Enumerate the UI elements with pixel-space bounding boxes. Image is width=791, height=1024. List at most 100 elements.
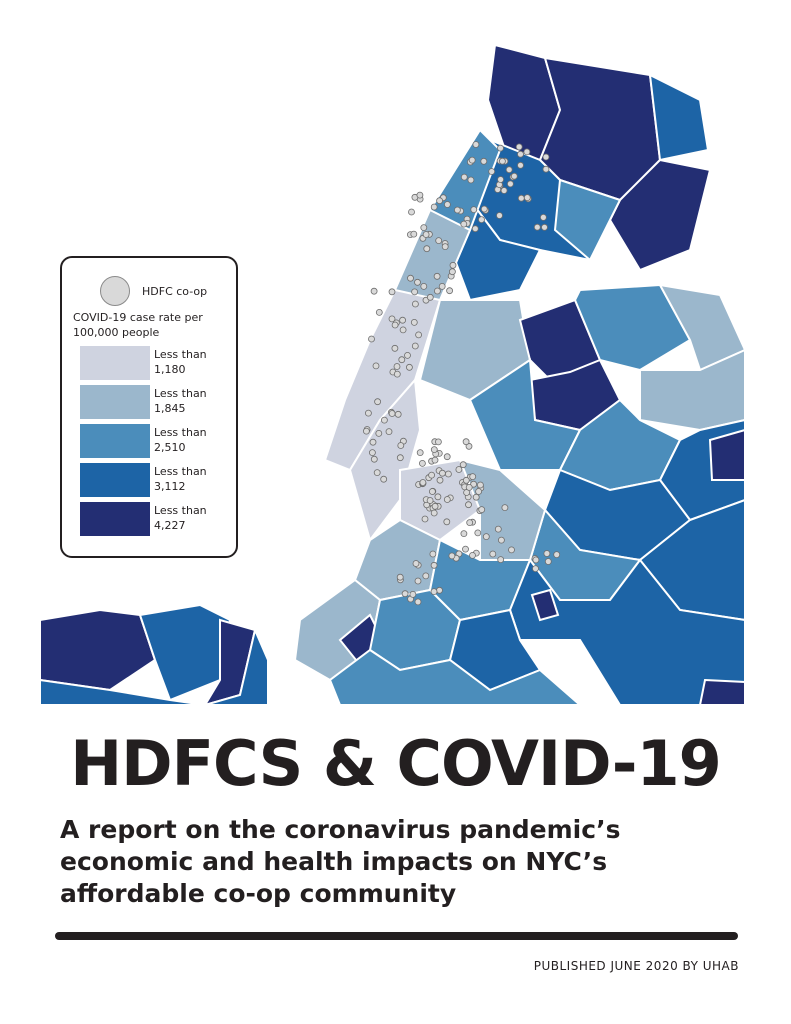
coop-dot [393, 370, 401, 378]
legend-swatch [80, 502, 150, 536]
coop-dot [468, 156, 476, 164]
legend-swatch [80, 385, 150, 419]
coop-dot [364, 409, 372, 417]
coop-dot [460, 220, 468, 228]
coop-dot [434, 493, 442, 501]
legend-item-label: Less than 2,510 [154, 425, 207, 455]
coop-dot [460, 173, 468, 181]
coop-dot [460, 530, 468, 537]
coop-dot [369, 438, 377, 446]
coop-dot [540, 213, 547, 221]
coop-dot [533, 223, 541, 231]
coop-dot [430, 446, 438, 454]
zip-area [698, 678, 746, 706]
coop-dot [420, 282, 428, 290]
coop-dot [475, 488, 483, 495]
coop-dot [443, 496, 451, 503]
legend-item: Less than 1,845 [80, 385, 230, 419]
coop-dot [469, 473, 477, 481]
coop-dot [517, 161, 524, 169]
legend-item-line1: Less than [154, 387, 207, 400]
coop-dot [498, 157, 506, 165]
legend-item-value: 2,510 [154, 441, 186, 454]
coop-dot [532, 565, 539, 572]
coop-dot [421, 515, 429, 523]
coop-dot [436, 586, 443, 594]
coop-dot [444, 470, 452, 478]
queens-region [418, 283, 747, 622]
coop-dot [482, 533, 490, 540]
coop-dot [449, 261, 457, 269]
coop-dot [465, 501, 472, 509]
coop-dot [388, 315, 396, 323]
coop-dot [431, 502, 439, 510]
bronx-region [453, 43, 712, 302]
zip-area [399, 458, 482, 542]
coop-dot [501, 504, 509, 512]
coop-dot [393, 363, 401, 370]
coop-dot [480, 157, 488, 165]
map-legend: HDFC co-op COVID-19 case rate per 100,00… [60, 256, 238, 558]
coop-dot [542, 165, 550, 173]
legend-item: Less than 3,112 [80, 463, 230, 497]
nyc-covid-map [39, 43, 747, 707]
coop-dot [438, 282, 446, 290]
coop-dot [391, 321, 399, 329]
coop-dot [399, 316, 407, 324]
coop-dot [438, 469, 446, 477]
coop-dot [428, 488, 436, 495]
legend-swatch [80, 463, 150, 497]
legend-item-line1: Less than [154, 465, 207, 478]
coop-dot [435, 237, 443, 245]
coop-dot [462, 476, 470, 484]
coop-dot [431, 456, 439, 464]
coop-dot [410, 318, 418, 326]
coop-dot [553, 551, 561, 558]
zip-area [553, 178, 622, 262]
coop-dot [523, 194, 531, 202]
coop-dot [429, 550, 437, 558]
legend-item-label: Less than 3,112 [154, 464, 207, 494]
coop-dot [422, 231, 430, 238]
zip-area [328, 648, 583, 706]
coop-dot [388, 410, 396, 417]
legend-item-label: Less than 4,227 [154, 503, 207, 533]
coop-dot [478, 216, 485, 224]
coop-dot [368, 449, 376, 457]
coop-dot [462, 438, 470, 446]
coop-dot [426, 497, 434, 504]
coop-dot [428, 471, 436, 479]
coop-dot [426, 293, 434, 301]
coop-dot [370, 455, 378, 463]
coop-dot [453, 206, 461, 214]
coop-dot [508, 546, 515, 554]
coop-dot [543, 550, 551, 557]
legend-item-value: 3,112 [154, 480, 186, 493]
coop-dot [515, 143, 523, 151]
legend-item-line1: Less than [154, 348, 207, 361]
legend-swatch [80, 424, 150, 458]
legend-item-value: 1,180 [154, 363, 186, 376]
coop-dot [405, 363, 413, 371]
coop-dot [414, 278, 421, 286]
coop-dot [416, 191, 424, 199]
legend-coop-entry: HDFC co-op [100, 276, 207, 306]
coop-dot [448, 552, 456, 560]
coop-dot [443, 518, 451, 526]
coop-dot [401, 590, 409, 598]
coop-dot [423, 245, 431, 253]
zip-area [648, 73, 710, 162]
coop-dot [362, 427, 370, 435]
coop-dot [441, 243, 449, 251]
coop-dot [430, 203, 438, 211]
coop-dot [489, 550, 497, 558]
coop-dot [505, 166, 513, 174]
coop-dot [494, 525, 502, 533]
coop-dot [372, 362, 380, 370]
coop-dot [446, 287, 454, 295]
coop-dot [404, 351, 411, 359]
coop-dot [448, 268, 456, 276]
coop-dot [430, 588, 438, 595]
coop-dot [455, 466, 463, 473]
coop-dot [497, 144, 504, 152]
